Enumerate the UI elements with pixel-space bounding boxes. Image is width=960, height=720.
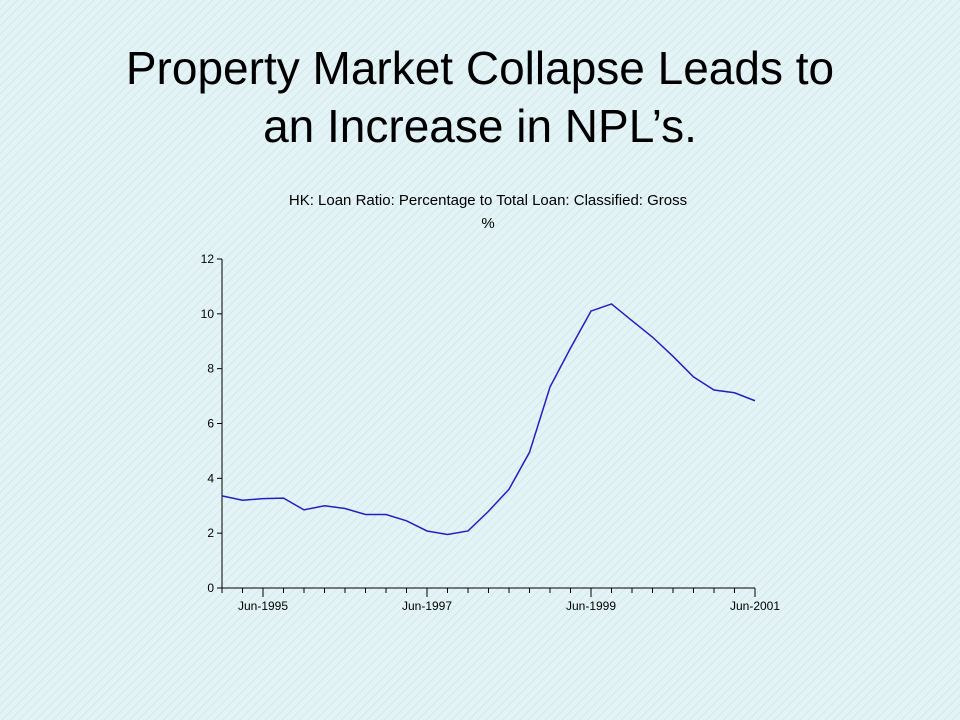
chart-subtitle: %: [481, 215, 494, 232]
y-tick-label: 2: [207, 526, 214, 540]
y-tick-label: 10: [201, 307, 215, 321]
slide-title: an Increase in NPL’s.: [263, 100, 697, 152]
x-tick-label: Jun-1997: [402, 599, 452, 613]
y-tick-label: 4: [207, 471, 214, 485]
data-line: [221, 303, 756, 536]
y-tick-label: 6: [207, 417, 214, 431]
chart-title: HK: Loan Ratio: Percentage to Total Loan…: [289, 192, 687, 209]
y-tick-label: 12: [201, 252, 215, 266]
slide-title: Property Market Collapse Leads to: [126, 42, 834, 94]
x-tick-label: Jun-1999: [566, 599, 616, 613]
x-tick-label: Jun-2001: [730, 599, 780, 613]
y-tick-label: 8: [207, 362, 214, 376]
x-tick-label: Jun-1995: [238, 599, 288, 613]
y-tick-label: 0: [207, 581, 214, 595]
